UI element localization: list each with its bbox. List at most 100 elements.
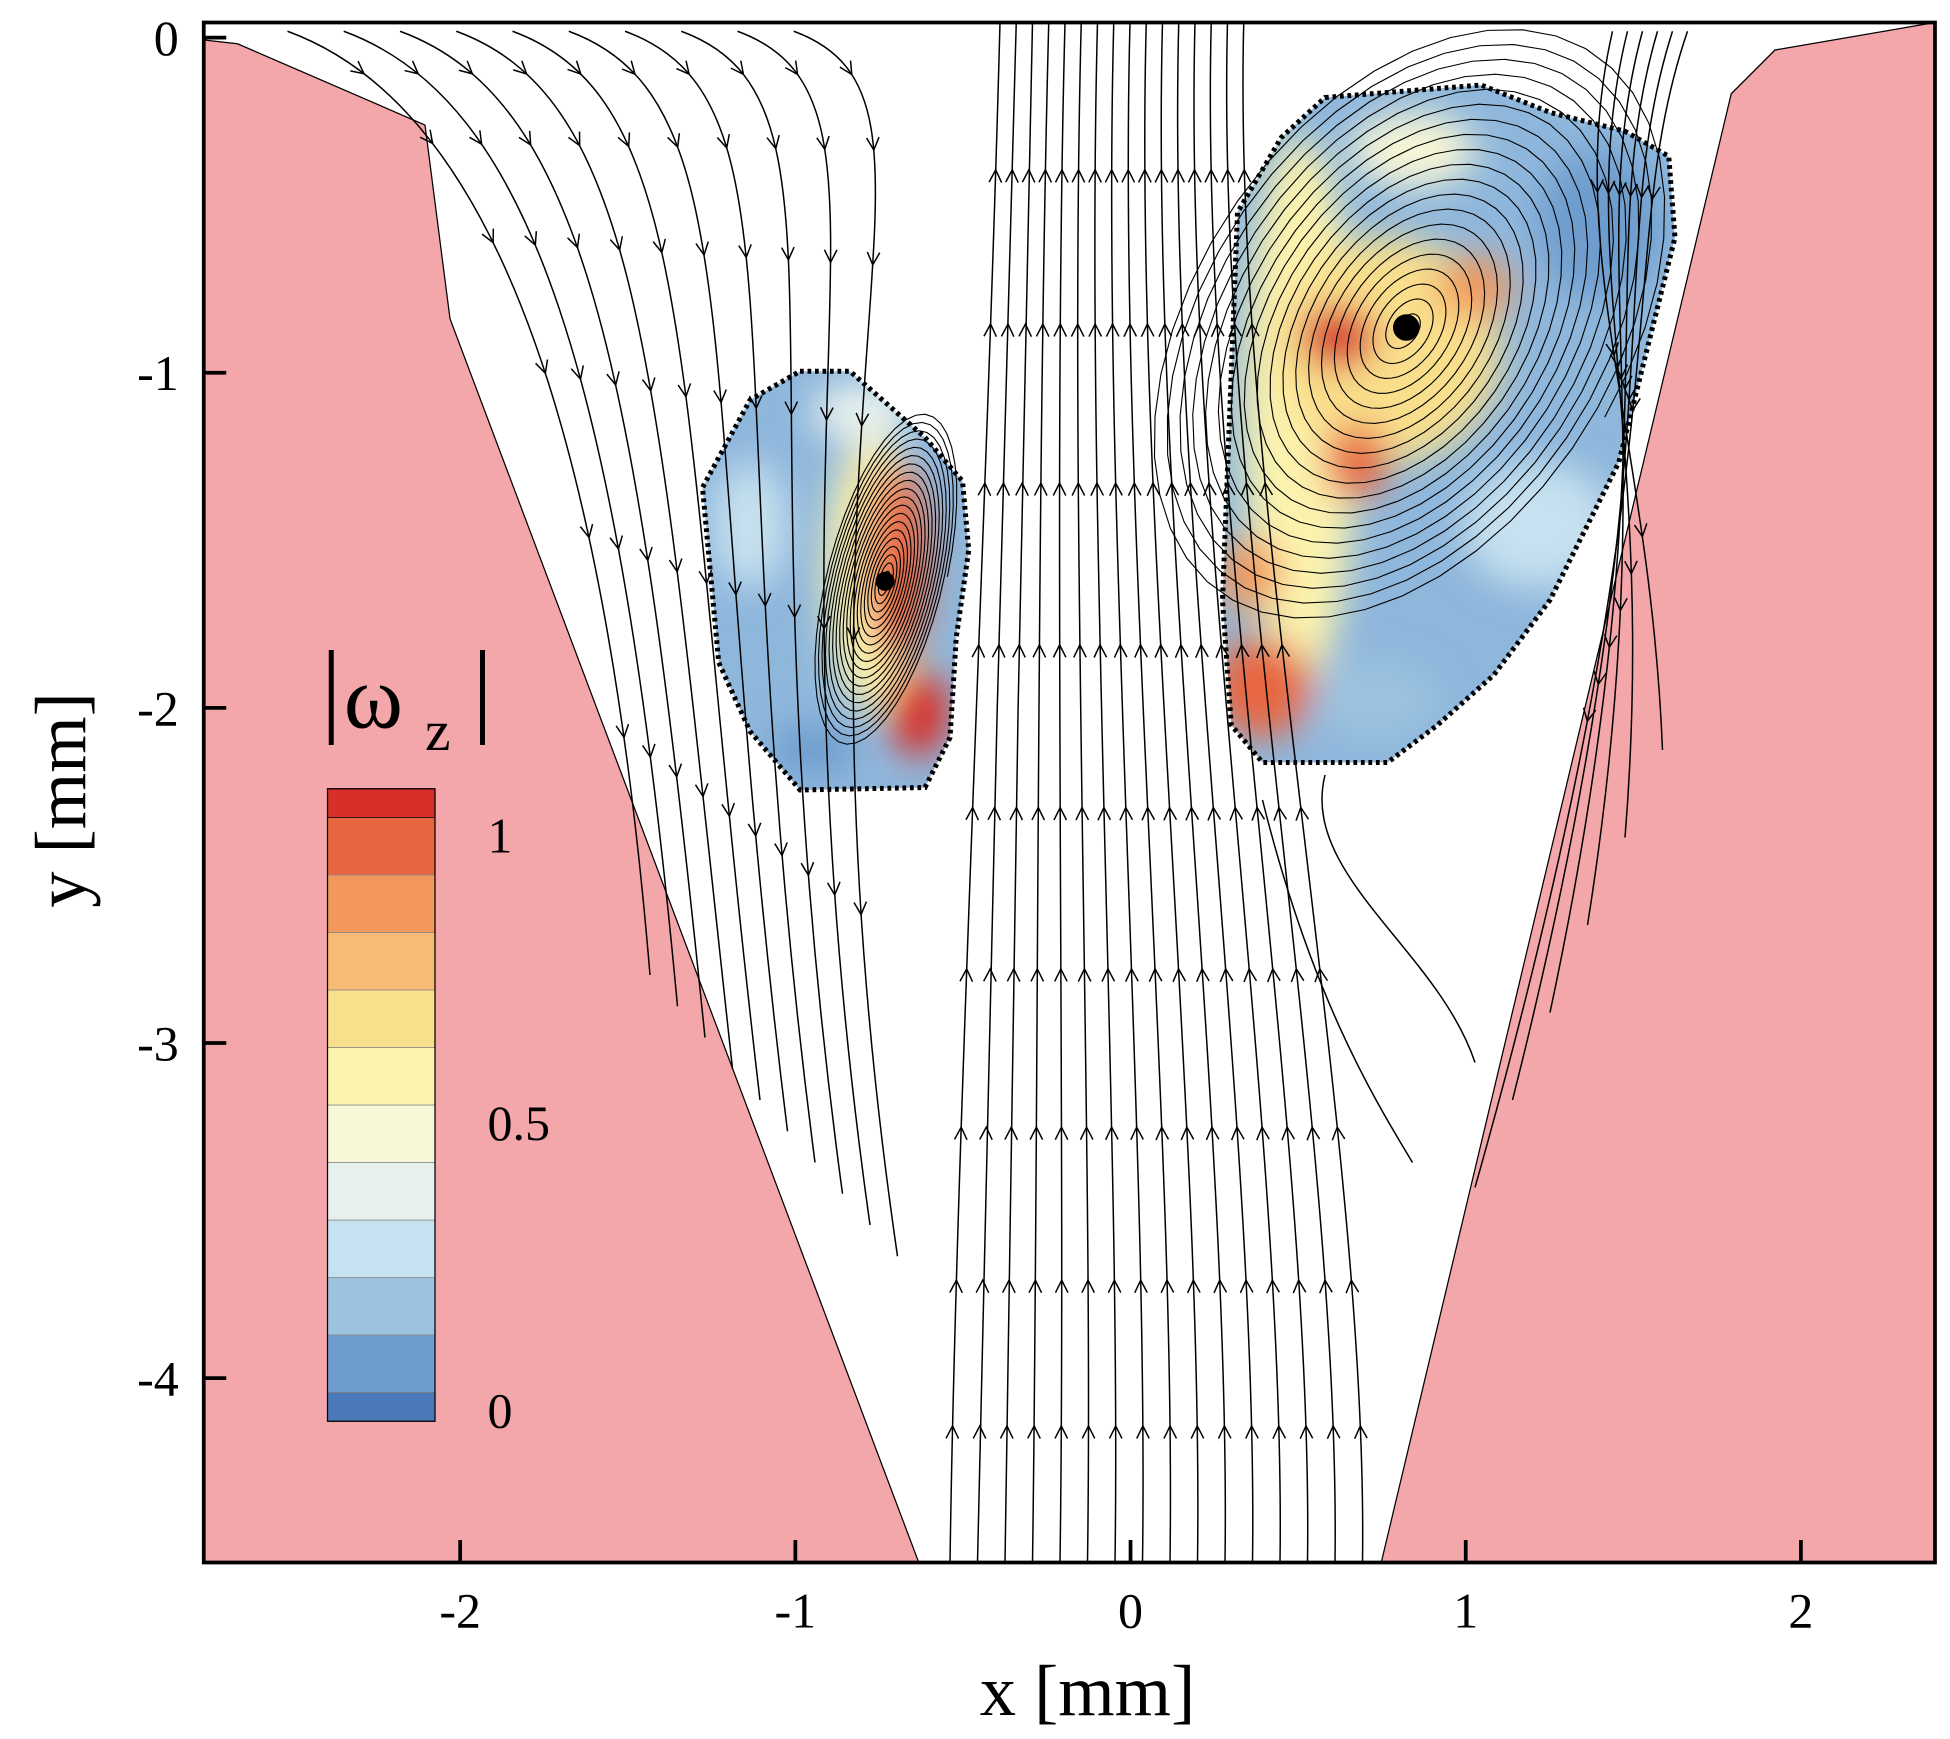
arrowhead xyxy=(855,412,870,428)
arrowhead xyxy=(787,604,802,619)
arrowhead xyxy=(1319,1278,1333,1294)
streamline xyxy=(287,30,651,976)
x-tick-label: -1 xyxy=(775,1583,817,1639)
arrowhead xyxy=(1054,1424,1069,1439)
arrowhead xyxy=(641,377,656,393)
y-tick-label: -2 xyxy=(137,680,179,736)
arrowhead xyxy=(1210,322,1225,338)
colorbar-band xyxy=(327,989,436,1048)
arrowhead xyxy=(972,1424,987,1439)
colorbar-frame xyxy=(326,788,436,1422)
arrowhead xyxy=(1184,481,1198,497)
arrowhead xyxy=(1256,1125,1270,1141)
arrowhead xyxy=(1174,643,1189,659)
arrowhead xyxy=(350,60,366,75)
colorbar-band xyxy=(327,1162,436,1221)
arrowhead xyxy=(1075,805,1090,821)
arrowhead xyxy=(1155,1125,1170,1141)
arrowhead xyxy=(1266,1278,1280,1294)
arrowhead xyxy=(1077,967,1092,982)
arrowhead xyxy=(1163,1424,1178,1439)
arrowhead xyxy=(1220,168,1235,183)
y-axis-label: y [mm] xyxy=(20,692,101,907)
arrowhead xyxy=(823,249,838,264)
arrowhead xyxy=(865,136,880,152)
arrowhead xyxy=(1136,1424,1150,1439)
arrowhead xyxy=(567,60,582,76)
arrowhead xyxy=(1353,1424,1368,1440)
streamline xyxy=(737,30,871,1226)
arrowhead xyxy=(1105,322,1120,337)
arrowhead xyxy=(1012,643,1026,658)
arrowhead xyxy=(757,592,772,608)
arrowhead xyxy=(1272,1424,1287,1439)
arrowhead xyxy=(1137,168,1152,183)
arrowhead xyxy=(1239,1278,1254,1294)
arrowhead xyxy=(1027,1424,1041,1439)
arrowhead xyxy=(1215,643,1230,659)
x-tick-label: 1 xyxy=(1453,1583,1478,1639)
arrowhead xyxy=(766,134,780,151)
arrowhead xyxy=(1627,396,1641,412)
arrowhead xyxy=(1186,1278,1201,1294)
arrowhead xyxy=(1073,643,1087,658)
arrowhead xyxy=(668,763,683,779)
arrowhead xyxy=(965,805,980,821)
arrowhead xyxy=(1104,168,1119,183)
arrowhead xyxy=(524,231,538,247)
arrowhead xyxy=(983,967,997,982)
arrowhead xyxy=(1185,805,1200,821)
arrowhead xyxy=(1175,322,1190,338)
plot-frame xyxy=(201,20,1937,1565)
arrowhead xyxy=(1295,805,1310,821)
arrowhead xyxy=(1633,523,1648,539)
arrowhead xyxy=(945,1424,960,1439)
arrowhead xyxy=(566,233,581,250)
arrowhead xyxy=(1140,322,1155,337)
arrowhead xyxy=(535,359,549,375)
arrowhead xyxy=(826,881,841,897)
arrowhead xyxy=(1088,168,1102,183)
y-tick-label: 0 xyxy=(154,10,179,66)
arrowhead xyxy=(1256,643,1270,659)
arrowhead xyxy=(839,60,853,76)
streamline xyxy=(512,30,761,1101)
arrowhead xyxy=(1154,168,1169,183)
arrowhead xyxy=(1031,805,1046,821)
arrowhead xyxy=(513,60,528,76)
arrowhead xyxy=(1205,1125,1220,1141)
arrowhead xyxy=(1006,967,1021,982)
arrowhead xyxy=(1052,481,1067,496)
colorbar-band xyxy=(327,1047,436,1106)
arrowhead xyxy=(1624,182,1639,198)
arrowhead xyxy=(1107,1278,1122,1294)
arrowhead xyxy=(1240,481,1255,497)
arrowhead xyxy=(1053,805,1068,821)
x-tick-label: -2 xyxy=(439,1583,481,1639)
arrowhead xyxy=(846,627,861,642)
arrowhead xyxy=(979,1125,993,1141)
vortex-spiral xyxy=(814,413,958,745)
arrowhead xyxy=(1054,168,1069,183)
arrowhead xyxy=(953,1125,968,1141)
colorbar-band xyxy=(327,874,436,933)
arrowhead xyxy=(1101,967,1116,982)
arrowhead xyxy=(617,132,631,148)
arrowhead xyxy=(676,60,691,76)
arrowhead xyxy=(1070,322,1085,337)
arrowhead xyxy=(1052,643,1067,658)
arrowhead xyxy=(747,822,762,838)
arrowhead xyxy=(713,389,727,405)
x-axis-label: x [mm] xyxy=(980,1650,1195,1731)
colorbar-band xyxy=(327,817,436,876)
arrowhead xyxy=(1180,1125,1195,1141)
arrowhead xyxy=(959,967,974,982)
colorbar-band xyxy=(327,1219,436,1278)
arrowhead xyxy=(819,406,834,422)
plot-area xyxy=(203,22,1935,1563)
arrowhead xyxy=(1033,481,1048,496)
vortex-spiral xyxy=(1153,29,1666,619)
colorbar-band xyxy=(327,1392,436,1422)
colorbar-tick-label: 0.5 xyxy=(488,1095,551,1151)
